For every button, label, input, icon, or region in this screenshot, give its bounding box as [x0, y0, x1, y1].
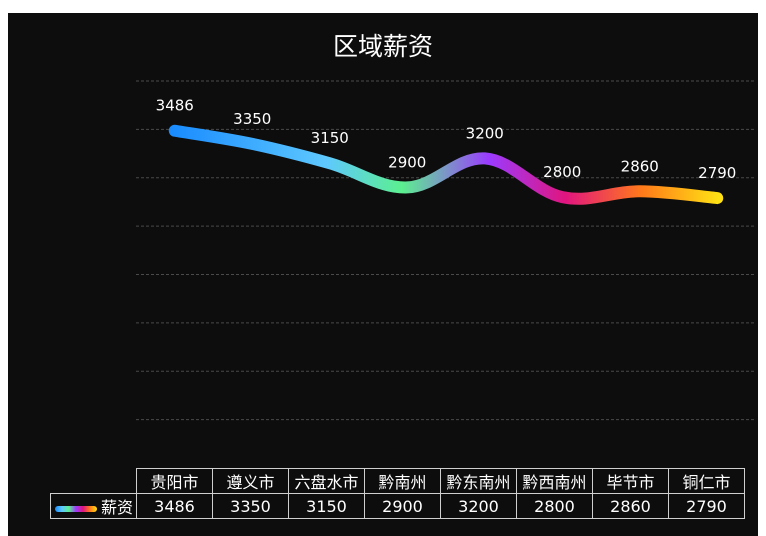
data-label: 3486 — [156, 97, 194, 115]
table-value: 3150 — [288, 493, 365, 519]
category-label: 毕节市 — [592, 468, 669, 494]
data-label: 3150 — [311, 129, 349, 147]
grid-lines — [136, 80, 756, 421]
table-value: 2800 — [516, 493, 593, 519]
table-value: 3200 — [440, 493, 517, 519]
data-label: 3350 — [233, 110, 271, 128]
data-table-value-row: 薪资 3486 3350 3150 2900 3200 2800 2860 2790 — [50, 493, 745, 519]
data-labels: 3486 3350 3150 2900 3200 2800 2860 2790 — [156, 97, 737, 182]
line-chart: 3486 3350 3150 2900 3200 2800 2860 2790 — [136, 80, 756, 421]
data-label: 2790 — [698, 164, 736, 182]
table-value: 2790 — [668, 493, 745, 519]
table-value: 3486 — [136, 493, 213, 519]
category-label: 黔东南州 — [440, 468, 517, 494]
table-value: 2860 — [592, 493, 669, 519]
category-label: 遵义市 — [212, 468, 289, 494]
series-line-salary — [168, 124, 724, 205]
category-label: 铜仁市 — [668, 468, 745, 494]
chart-frame: 区域薪资 3486 3350 3150 2900 3200 2800 2860 2790 贵阳… — [8, 13, 758, 536]
data-table-corner — [50, 468, 137, 494]
table-value: 3350 — [212, 493, 289, 519]
category-label: 黔南州 — [364, 468, 441, 494]
legend-entry-salary: 薪资 — [50, 493, 137, 519]
category-label: 六盘水市 — [288, 468, 365, 494]
legend-label: 薪资 — [100, 498, 133, 517]
category-label: 黔西南州 — [516, 468, 593, 494]
category-label: 贵阳市 — [136, 468, 213, 494]
data-label: 2860 — [621, 157, 659, 175]
legend-swatch — [54, 505, 97, 512]
chart-title: 区域薪资 — [332, 32, 433, 61]
data-table-header-row: 贵阳市 遵义市 六盘水市 黔南州 黔东南州 黔西南州 毕节市 铜仁市 — [50, 468, 745, 494]
data-table: 贵阳市 遵义市 六盘水市 黔南州 黔东南州 黔西南州 毕节市 铜仁市 薪资 3486 3350 3… — [50, 468, 745, 519]
data-label: 3200 — [466, 124, 504, 142]
table-value: 2900 — [364, 493, 441, 519]
data-label: 2900 — [388, 153, 426, 171]
data-label: 2800 — [543, 163, 581, 181]
